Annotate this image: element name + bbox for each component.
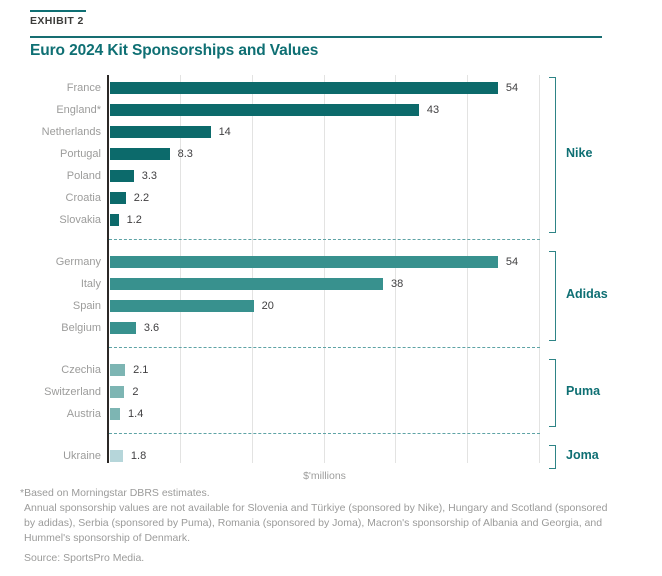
header-divider-rule [30, 36, 602, 38]
bar-value-label: 2 [132, 386, 139, 398]
bar-value-label: 3.6 [143, 322, 160, 334]
gridline [467, 75, 469, 463]
source-line: Source: SportsPro Media. [24, 552, 145, 564]
sponsor-label: Puma [566, 384, 601, 398]
bar [110, 126, 211, 138]
bar [110, 300, 254, 312]
bar [110, 170, 134, 182]
footnote-body: Annual sponsorship values are not availa… [24, 502, 608, 544]
country-label: Poland [66, 170, 101, 182]
bar [110, 148, 170, 160]
country-label: Spain [72, 300, 101, 312]
group-separator [109, 433, 540, 434]
bar [110, 104, 419, 116]
x-axis-label: $'millions [303, 470, 346, 482]
group-bracket [549, 77, 556, 233]
sponsor-label: Joma [566, 448, 599, 462]
country-label: Switzerland [44, 386, 101, 398]
bar [110, 82, 498, 94]
country-label: Belgium [61, 322, 101, 334]
bar-value-label: 3.3 [141, 170, 157, 182]
bar [110, 278, 383, 290]
bar-value-label: 1.2 [126, 214, 142, 226]
bar [110, 408, 121, 420]
bar [110, 192, 126, 204]
bar [110, 386, 125, 398]
country-label: England* [56, 104, 101, 116]
bar [110, 364, 126, 376]
country-label: Austria [66, 408, 101, 420]
gridline [539, 75, 540, 463]
country-label: Netherlands [41, 126, 101, 138]
exhibit-label: EXHIBIT 2 [30, 15, 84, 27]
y-axis-line [107, 75, 109, 463]
group-bracket [549, 359, 556, 427]
country-label: France [66, 82, 101, 94]
bar-value-label: 2.2 [133, 192, 150, 204]
country-label: Germany [55, 256, 101, 268]
page-title: Euro 2024 Kit Sponsorships and Values [30, 42, 319, 59]
bar-value-label: 43 [426, 104, 440, 116]
country-label: Ukraine [63, 450, 101, 462]
footnote-block: *Based on Morningstar DBRS estimates. An… [20, 486, 620, 546]
country-label: Slovakia [59, 214, 101, 226]
bar-value-label: 38 [390, 278, 404, 290]
bar [110, 322, 136, 334]
bar-value-label: 54 [505, 256, 519, 268]
country-label: Italy [80, 278, 101, 290]
group-bracket [549, 445, 556, 469]
gridline [323, 75, 325, 463]
bar [110, 450, 123, 462]
country-label: Czechia [61, 364, 101, 376]
country-label: Croatia [65, 192, 101, 204]
sponsor-label: Nike [566, 146, 593, 160]
bar-value-label: 14 [218, 126, 231, 138]
bar-value-label: 1.8 [130, 450, 147, 462]
bar-value-label: 1.4 [128, 408, 144, 420]
bar-value-label: 20 [261, 300, 274, 312]
bar-value-label: 2.1 [133, 364, 149, 376]
country-label: Portugal [60, 148, 101, 160]
gridline [395, 75, 397, 463]
bar-value-label: 8.3 [177, 148, 193, 160]
group-separator [109, 347, 540, 348]
group-bracket [549, 251, 556, 341]
group-separator [109, 239, 540, 240]
gridline [251, 75, 253, 463]
bar [110, 256, 498, 268]
footnote-asterisk-line: *Based on Morningstar DBRS estimates. [20, 487, 210, 499]
sponsor-label: Adidas [566, 287, 608, 301]
bar-value-label: 54 [505, 82, 519, 94]
gridline [179, 75, 181, 463]
bar [110, 214, 119, 226]
exhibit-accent-line [30, 10, 86, 12]
